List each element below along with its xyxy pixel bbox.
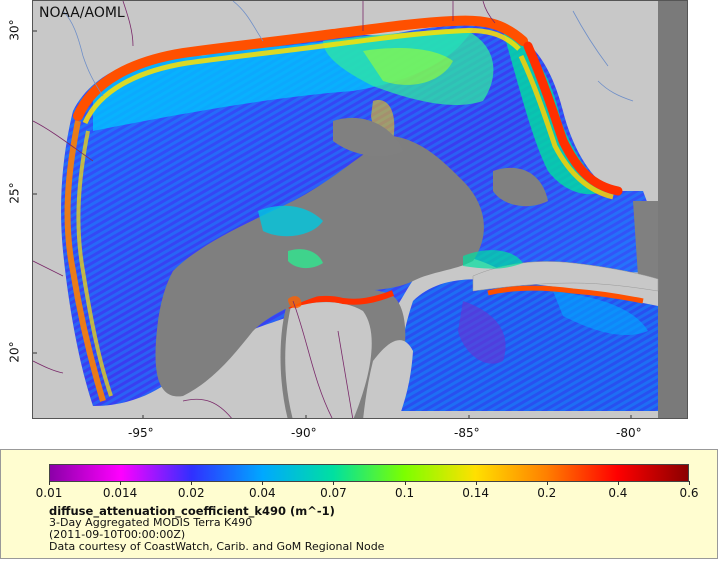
y-tick-label: 30° xyxy=(7,19,22,41)
political-borders xyxy=(33,1,496,418)
colorbar-tick-label: 0.1 xyxy=(395,486,415,500)
colorbar-tick-mark xyxy=(262,481,264,485)
colorbar-tick-mark xyxy=(49,481,50,485)
colorbar-tick-mark xyxy=(404,481,406,485)
rivers xyxy=(62,1,634,102)
colorbar-tick-mark xyxy=(333,481,335,485)
northern-coast-plume xyxy=(73,15,528,121)
x-tick-label: -90° xyxy=(291,426,317,440)
y-tick-label: 25° xyxy=(7,182,22,204)
colorbar-tick-label: 0.02 xyxy=(177,486,205,500)
x-tick-label: -95° xyxy=(128,426,154,440)
colorbar-tick-label: 0.4 xyxy=(608,486,628,500)
dataset-description: 3-Day Aggregated MODIS Terra K490 xyxy=(49,516,253,529)
colorbar-tick-mark xyxy=(617,481,619,485)
x-tick-label: -85° xyxy=(454,426,480,440)
colorbar-tick-mark xyxy=(475,481,477,485)
florida-coast-plume xyxy=(523,41,623,196)
colorbar-tick-label: 0.2 xyxy=(537,486,557,500)
map-canvas xyxy=(33,1,687,418)
colorbar-tick-mark xyxy=(689,481,690,485)
colorbar-tick-label: 0.6 xyxy=(679,486,699,500)
legend-panel: diffuse_attenuation_coefficient_k490 (m^… xyxy=(0,449,718,559)
colorbar-tick-label: 0.14 xyxy=(462,486,490,500)
colorbar-tick-label: 0.01 xyxy=(35,486,63,500)
colorbar xyxy=(49,464,689,482)
frame-ticks xyxy=(33,30,632,418)
map-panel: NOAA/AOML xyxy=(32,0,688,419)
credit-label: NOAA/AOML xyxy=(39,5,125,21)
x-tick-label: -80° xyxy=(616,426,642,440)
colorbar-tick-label: 0.07 xyxy=(320,486,347,500)
colorbar-tick-mark xyxy=(191,481,193,485)
dataset-time: (2011-09-10T00:00:00Z) xyxy=(49,528,186,541)
cuba-land xyxy=(472,261,659,292)
colorbar-tick-label: 0.04 xyxy=(248,486,276,500)
colorbar-tick-mark xyxy=(120,481,122,485)
y-tick-label: 20° xyxy=(7,341,22,363)
atlantic-nodata xyxy=(658,1,687,418)
data-courtesy: Data courtesy of CoastWatch, Carib. and … xyxy=(49,540,385,553)
florida-land xyxy=(533,1,658,191)
legend-text: diffuse_attenuation_coefficient_k490 (m^… xyxy=(49,505,384,553)
colorbar-tick-mark xyxy=(546,481,548,485)
cloud-nodata xyxy=(155,136,484,397)
colorbar-tick-label: 0.014 xyxy=(102,486,138,500)
mexico-coast-plume xyxy=(64,120,106,402)
variable-name: diffuse_attenuation_coefficient_k490 (m^… xyxy=(49,504,335,518)
